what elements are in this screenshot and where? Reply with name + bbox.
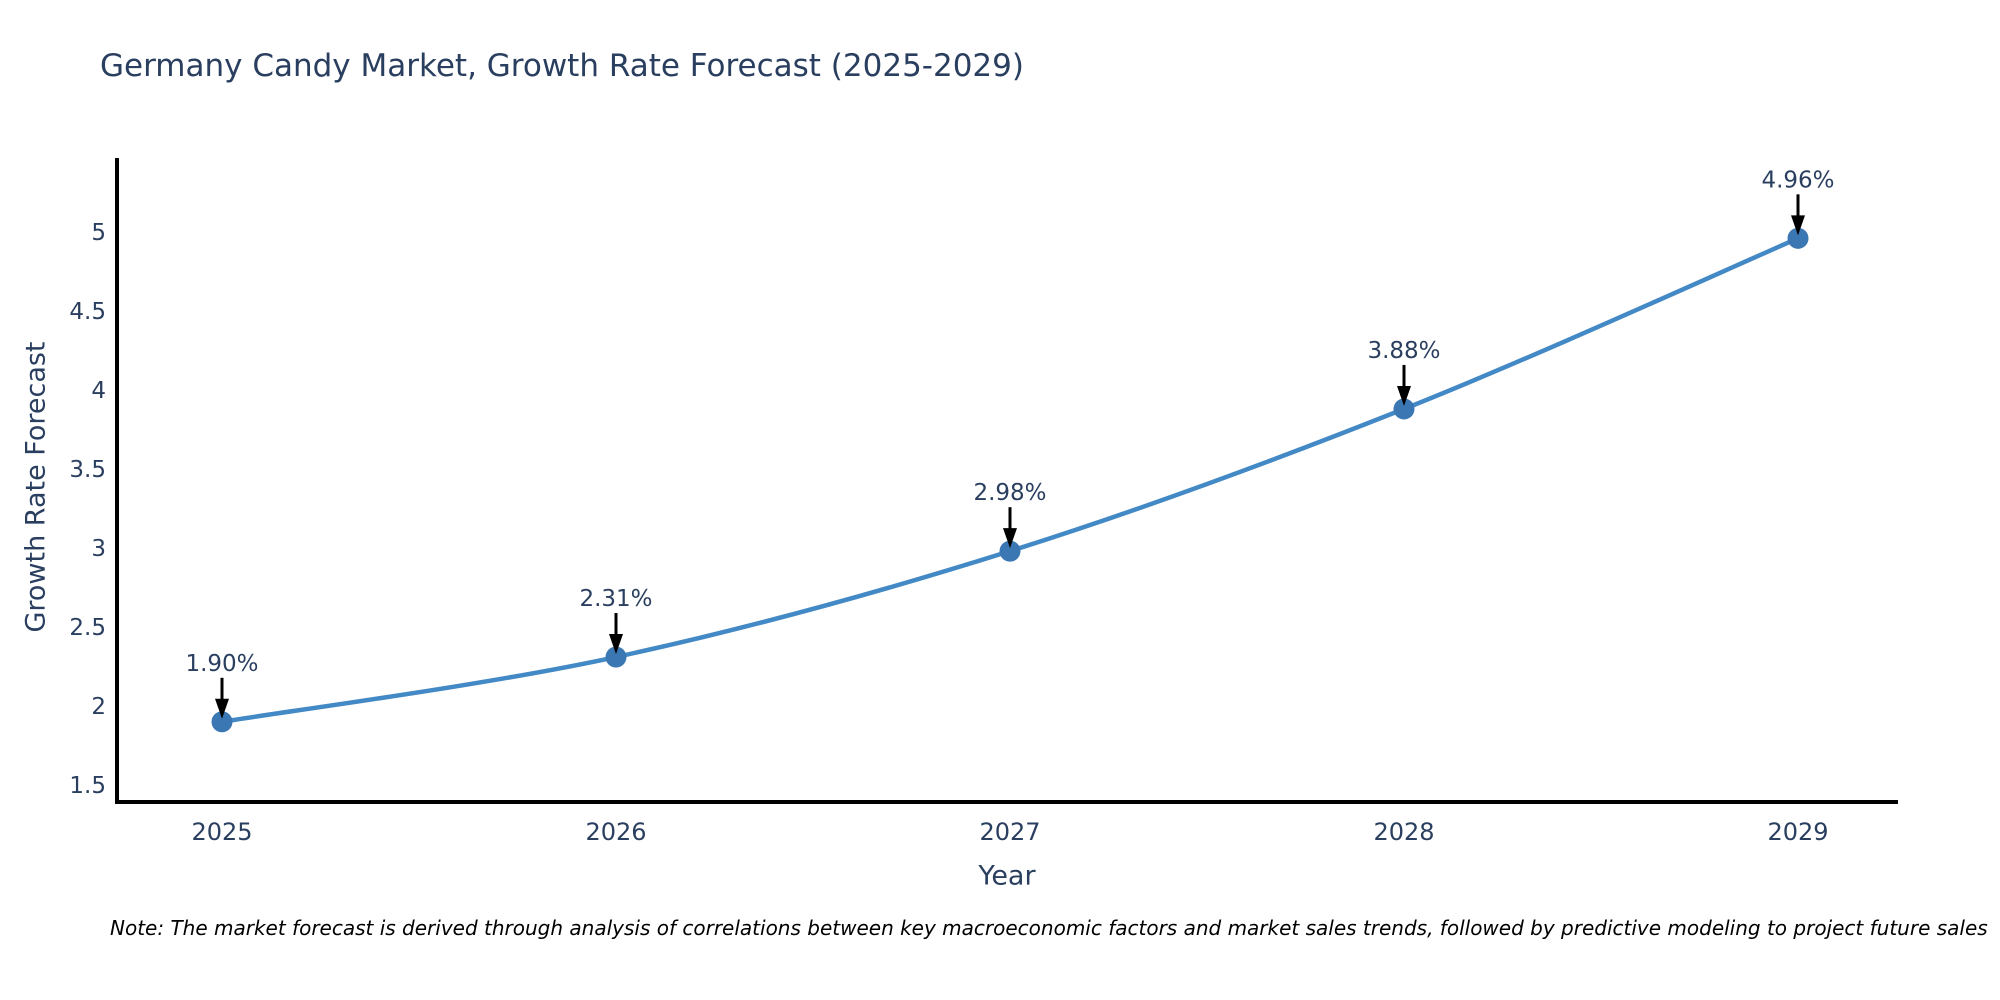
annotation-arrow-head-icon: [215, 698, 229, 719]
data-point-marker: [1787, 227, 1809, 249]
footnote: Note: The market forecast is derived thr…: [110, 916, 1988, 940]
annotation-arrow-head-icon: [1003, 528, 1017, 549]
y-tick-label: 1.5: [69, 773, 106, 799]
x-tick-label: 2027: [979, 818, 1040, 846]
x-tick-label: 2029: [1767, 818, 1828, 846]
annotation-arrow-head-icon: [1791, 215, 1805, 236]
y-tick-label: 4.5: [69, 299, 106, 325]
y-tick-label: 4: [91, 378, 106, 404]
annotation-arrow-head-icon: [1397, 385, 1411, 406]
data-point-marker: [211, 711, 233, 733]
x-tick-label: 2028: [1373, 818, 1434, 846]
y-tick-label: 2: [91, 694, 106, 720]
point-value-label: 2.31%: [579, 586, 652, 612]
y-tick-label: 3.5: [69, 457, 106, 483]
x-axis-title: Year: [978, 860, 1036, 892]
point-value-label: 3.88%: [1367, 338, 1440, 364]
x-tick-label: 2025: [191, 818, 252, 846]
y-tick-label: 3: [91, 536, 106, 562]
point-value-label: 2.98%: [973, 480, 1046, 506]
annotation-arrow-head-icon: [609, 634, 623, 655]
y-tick-label: 5: [91, 220, 106, 246]
point-value-label: 1.90%: [185, 651, 258, 677]
data-point-marker: [1393, 398, 1415, 420]
y-tick-label: 2.5: [69, 615, 106, 641]
data-point-marker: [999, 540, 1021, 562]
point-value-label: 4.96%: [1761, 167, 1834, 193]
chart-title: Germany Candy Market, Growth Rate Foreca…: [100, 48, 1024, 84]
x-tick-label: 2026: [585, 818, 646, 846]
data-point-marker: [605, 646, 627, 668]
